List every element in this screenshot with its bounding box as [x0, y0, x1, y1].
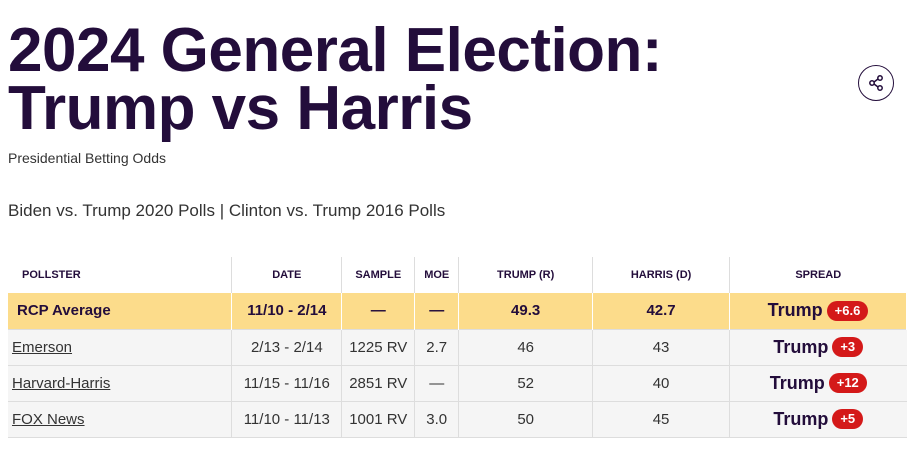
polls-table: POLLSTER DATE SAMPLE MOE TRUMP (R) HARRI… [8, 257, 907, 438]
spread-candidate: Trump [767, 300, 823, 321]
share-icon [869, 75, 883, 91]
average-sample: — [341, 293, 416, 329]
average-date: 11/10 - 2/14 [231, 293, 343, 329]
header-moe[interactable]: MOE [414, 257, 460, 293]
pollster-link-emerson[interactable]: Emerson [12, 338, 73, 356]
pollster-cell: Harvard-Harris [8, 364, 233, 401]
pollster-cell: Emerson [8, 328, 233, 365]
moe-cell: — [414, 364, 460, 401]
moe-cell: 2.7 [414, 328, 460, 365]
sample-cell: 2851 RV [341, 364, 416, 401]
header-sample[interactable]: SAMPLE [341, 257, 416, 293]
trump-cell: 52 [458, 364, 594, 401]
spread-cell: Trump +5 [729, 400, 907, 438]
spread-candidate: Trump [773, 336, 829, 357]
spread-cell: Trump +12 [729, 364, 907, 401]
harris-cell: 40 [592, 364, 731, 401]
table-row: Emerson 2/13 - 2/14 1225 RV 2.7 46 43 Tr… [8, 328, 907, 365]
share-button[interactable] [858, 65, 894, 101]
average-pollster: RCP Average [8, 293, 233, 329]
sample-cell: 1225 RV [341, 328, 416, 365]
spread-badge: +12 [828, 373, 867, 393]
average-spread: Trump +6.6 [729, 293, 907, 329]
link-biden-trump-2020[interactable]: Biden vs. Trump 2020 Polls [8, 201, 215, 220]
spread-candidate: Trump [773, 408, 829, 429]
header-harris[interactable]: HARRIS (D) [592, 257, 731, 293]
date-cell: 11/15 - 11/16 [231, 364, 343, 401]
title-line-1: 2024 General Election: [8, 16, 663, 85]
pollster-cell: FOX News [8, 400, 233, 438]
table-row: Harvard-Harris 11/15 - 11/16 2851 RV — 5… [8, 364, 907, 401]
pollster-link-harvard-harris[interactable]: Harvard-Harris [12, 374, 111, 392]
date-cell: 11/10 - 11/13 [231, 400, 343, 438]
spread-badge: +6.6 [826, 300, 869, 321]
date-cell: 2/13 - 2/14 [231, 328, 343, 365]
links-separator: | [219, 201, 225, 220]
spread-candidate: Trump [769, 372, 825, 393]
average-harris: 42.7 [592, 293, 731, 329]
header-spread[interactable]: SPREAD [795, 269, 842, 281]
spread-badge: +3 [832, 337, 864, 357]
pollster-link-fox-news[interactable]: FOX News [12, 410, 85, 428]
trump-cell: 50 [458, 400, 594, 438]
related-polls-links: Biden vs. Trump 2020 Polls | Clinton vs.… [8, 201, 445, 221]
harris-cell: 43 [592, 328, 731, 365]
harris-cell: 45 [592, 400, 731, 438]
average-moe: — [414, 293, 460, 329]
spread-badge: +5 [832, 409, 864, 429]
trump-cell: 46 [458, 328, 594, 365]
rcp-average-row: RCP Average 11/10 - 2/14 — — 49.3 42.7 T… [8, 293, 907, 329]
table-header-row: POLLSTER DATE SAMPLE MOE TRUMP (R) HARRI… [8, 257, 907, 293]
header-date[interactable]: DATE [231, 257, 343, 293]
moe-cell: 3.0 [414, 400, 460, 438]
page-subtitle: Presidential Betting Odds [8, 150, 166, 166]
spread-cell: Trump +3 [729, 328, 907, 365]
link-clinton-trump-2016[interactable]: Clinton vs. Trump 2016 Polls [228, 201, 446, 220]
page-title: 2024 General Election: Trump vs Harris [8, 20, 663, 140]
table-row: FOX News 11/10 - 11/13 1001 RV 3.0 50 45… [8, 400, 907, 438]
header-pollster[interactable]: POLLSTER [8, 257, 233, 293]
title-line-2: Trump vs Harris [8, 74, 473, 143]
header-trump[interactable]: TRUMP (R) [458, 257, 594, 293]
sample-cell: 1001 RV [341, 400, 416, 438]
average-trump: 49.3 [458, 293, 594, 329]
